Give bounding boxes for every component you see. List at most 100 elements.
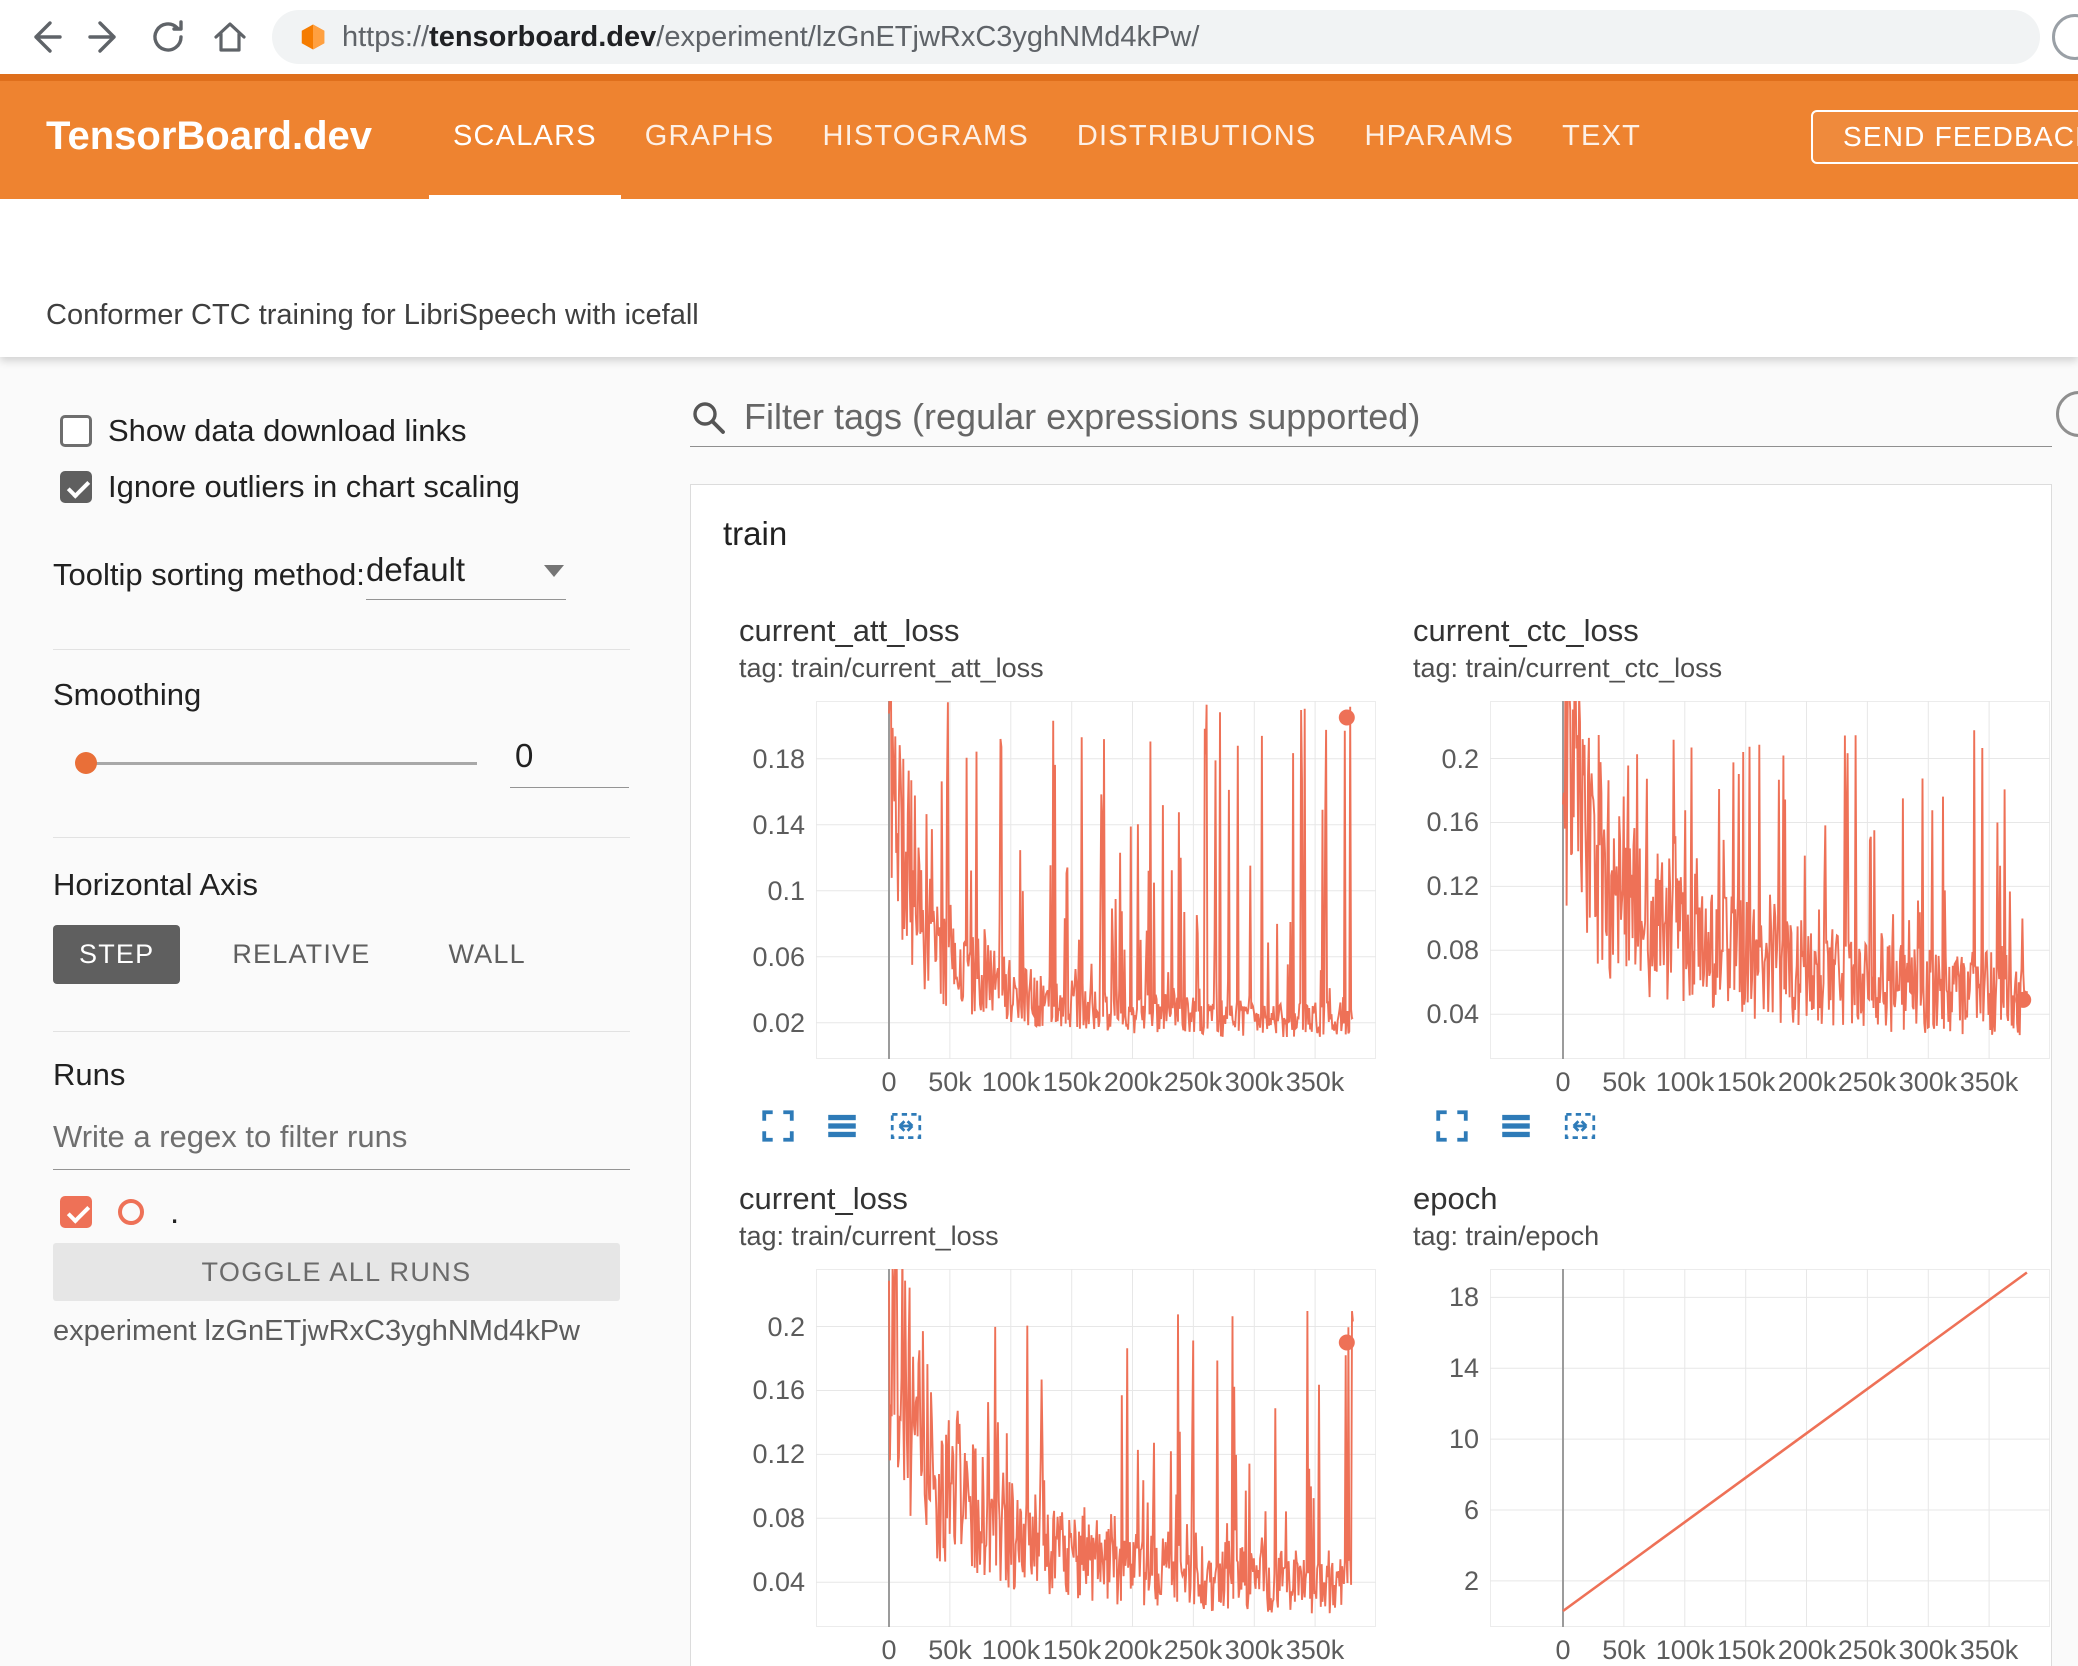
x-tick-label: 0 <box>1555 1635 1571 1665</box>
show-download-label: Show data download links <box>108 413 467 448</box>
series-toggle-icon[interactable] <box>823 1107 861 1145</box>
x-tick-label: 250k <box>1837 1067 1897 1097</box>
runs-label: Runs <box>53 1057 126 1092</box>
browser-toolbar: https://tensorboard.dev/experiment/lzGnE… <box>0 0 2078 74</box>
smoothing-value[interactable]: 0 <box>515 737 534 774</box>
y-tick-label: 0.18 <box>752 744 805 774</box>
content-area: Show data download links Ignore outliers… <box>0 357 2078 1666</box>
expand-chart-icon[interactable] <box>759 1107 797 1145</box>
x-tick-label: 0 <box>881 1635 897 1665</box>
divider <box>53 649 630 650</box>
send-feedback-button[interactable]: SEND FEEDBACK <box>1811 110 2078 164</box>
run-checkbox-icon[interactable] <box>60 1196 92 1228</box>
haxis-wall-button[interactable]: WALL <box>422 925 551 984</box>
back-icon[interactable] <box>22 15 66 59</box>
chart-plot[interactable] <box>1490 701 2050 1059</box>
y-tick-label: 0.04 <box>1426 999 1479 1029</box>
fit-domain-icon[interactable] <box>887 1107 925 1145</box>
x-tick-label: 250k <box>1163 1635 1223 1665</box>
url-bar[interactable]: https://tensorboard.dev/experiment/lzGnE… <box>272 10 2040 64</box>
chart-current_att_loss: current_att_loss tag: train/current_att_l… <box>739 613 1399 1173</box>
forward-icon[interactable] <box>84 15 128 59</box>
y-tick-label: 0.04 <box>752 1567 805 1597</box>
ignore-outliers-row[interactable]: Ignore outliers in chart scaling <box>60 469 520 505</box>
smoothing-value-underline <box>510 787 629 788</box>
chart-toolbar <box>759 1107 925 1145</box>
y-tick-label: 14 <box>1448 1353 1479 1383</box>
y-tick-label: 0.06 <box>752 942 805 972</box>
y-tick-label: 0.08 <box>752 1503 805 1533</box>
expand-chart-icon[interactable] <box>1433 1107 1471 1145</box>
y-tick-label: 0.16 <box>752 1375 805 1405</box>
haxis-relative-button[interactable]: RELATIVE <box>206 925 396 984</box>
filter-tags-row <box>690 387 2052 447</box>
x-tick-label: 0 <box>881 1067 897 1097</box>
y-tick-label: 0.08 <box>1426 935 1479 965</box>
tab-histograms[interactable]: HISTOGRAMS <box>822 120 1029 152</box>
slider-track[interactable] <box>85 762 477 765</box>
tab-text[interactable]: TEXT <box>1562 120 1642 152</box>
haxis-step-button[interactable]: STEP <box>53 925 181 984</box>
run-color-icon <box>118 1199 144 1225</box>
tab-scalars[interactable]: SCALARS <box>429 74 621 199</box>
tooltip-sort-dropdown[interactable]: default <box>366 551 566 600</box>
y-tick-label: 0.02 <box>752 1008 805 1038</box>
settings-icon[interactable] <box>2056 391 2078 437</box>
reload-icon[interactable] <box>146 15 190 59</box>
x-tick-label: 50k <box>1602 1635 1646 1665</box>
app-title: TensorBoard.dev <box>46 114 372 158</box>
x-tick-label: 200k <box>1777 1635 1837 1665</box>
chart-plot[interactable] <box>816 701 1376 1059</box>
x-tick-label: 300k <box>1224 1067 1284 1097</box>
run-row[interactable]: . <box>60 1193 179 1231</box>
chart-current_ctc_loss: current_ctc_loss tag: train/current_ctc_l… <box>1413 613 2073 1173</box>
smoothing-slider-thumb[interactable] <box>75 752 97 774</box>
experiment-title-bar: Conformer CTC training for LibriSpeech w… <box>0 199 2078 357</box>
runs-filter-input[interactable] <box>53 1113 630 1170</box>
browser-profile-icon[interactable] <box>2052 14 2078 60</box>
chart-title: current_ctc_loss <box>1413 613 1639 648</box>
fit-domain-icon[interactable] <box>1561 1107 1599 1145</box>
x-tick-label: 50k <box>1602 1067 1646 1097</box>
dropdown-value: default <box>366 551 466 588</box>
run-name: . <box>170 1193 180 1230</box>
nav-tabs: SCALARS GRAPHS HISTOGRAMS DISTRIBUTIONS … <box>429 74 1665 199</box>
y-tick-label: 0.1 <box>767 876 805 906</box>
checkbox-checked-icon[interactable] <box>60 471 92 503</box>
y-tick-label: 0.12 <box>1426 871 1479 901</box>
series-toggle-icon[interactable] <box>1497 1107 1535 1145</box>
chart-tag: tag: train/current_loss <box>739 1221 999 1251</box>
tooltip-sort-label: Tooltip sorting method: <box>53 557 365 592</box>
divider <box>53 837 630 838</box>
tab-graphs[interactable]: GRAPHS <box>644 120 775 152</box>
smoothing-label: Smoothing <box>53 677 202 712</box>
x-tick-label: 150k <box>1716 1067 1776 1097</box>
chart-plot[interactable] <box>816 1269 1376 1627</box>
chevron-down-icon <box>544 565 564 577</box>
x-tick-label: 100k <box>1655 1067 1715 1097</box>
url-text: https://tensorboard.dev/experiment/lzGnE… <box>342 20 1200 53</box>
tab-hparams[interactable]: HPARAMS <box>1364 120 1515 152</box>
y-tick-label: 0.2 <box>767 1312 805 1342</box>
x-tick-label: 100k <box>1655 1635 1715 1665</box>
x-tick-label: 150k <box>1042 1635 1102 1665</box>
x-tick-label: 100k <box>981 1635 1041 1665</box>
x-tick-label: 300k <box>1898 1067 1958 1097</box>
tab-distributions[interactable]: DISTRIBUTIONS <box>1076 120 1317 152</box>
y-tick-label: 10 <box>1448 1424 1479 1454</box>
x-tick-label: 250k <box>1837 1635 1897 1665</box>
horizontal-axis-label: Horizontal Axis <box>53 867 259 902</box>
filter-tags-input[interactable] <box>744 395 2052 438</box>
x-tick-label: 300k <box>1224 1635 1284 1665</box>
checkbox-unchecked-icon[interactable] <box>60 415 92 447</box>
chart-title: current_loss <box>739 1181 908 1216</box>
app-header: TensorBoard.dev SCALARS GRAPHS HISTOGRAM… <box>0 74 2078 199</box>
show-download-row[interactable]: Show data download links <box>60 413 466 449</box>
section-title[interactable]: train <box>723 515 788 552</box>
home-icon[interactable] <box>208 15 252 59</box>
chart-plot[interactable] <box>1490 1269 2050 1627</box>
chart-current_loss: current_loss tag: train/current_loss 0.04 0… <box>739 1181 1399 1666</box>
x-tick-label: 200k <box>1777 1067 1837 1097</box>
toggle-all-runs-button[interactable]: TOGGLE ALL RUNS <box>53 1243 620 1301</box>
smoothing-slider[interactable] <box>75 745 477 781</box>
